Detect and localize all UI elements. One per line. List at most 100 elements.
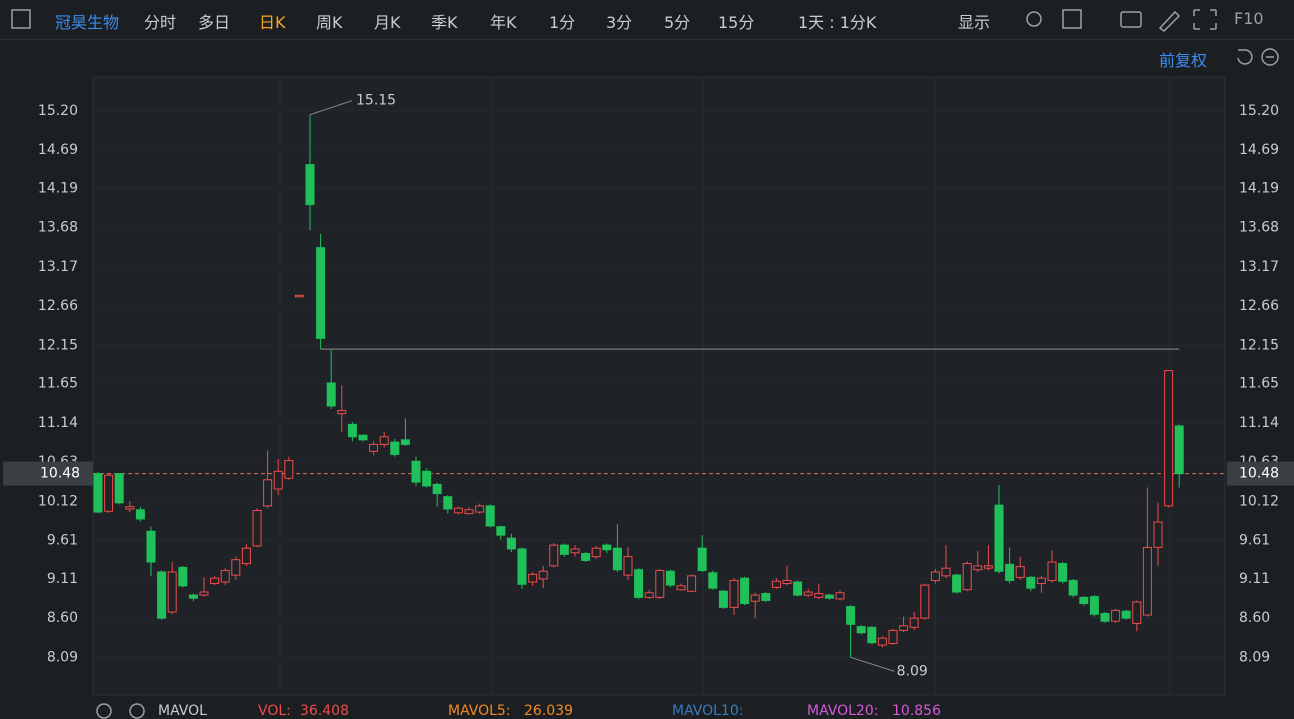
candle-body [93,473,103,513]
sidebar-icon[interactable] [11,9,31,29]
candle-body [591,547,601,558]
candle-body [952,574,962,593]
vol-label: VOL: [258,703,291,719]
y-tick-label: 12.15 [38,337,78,353]
high-annotation: 15.15 [356,93,396,109]
candle-body [920,584,930,619]
candle-body [740,577,750,605]
candle-body [909,617,919,628]
period-tab[interactable]: 季K [431,13,458,32]
y-tick-label-right: 13.17 [1239,259,1279,275]
camera-icon[interactable] [1120,11,1142,28]
indicator-name[interactable]: MAVOL [158,703,207,719]
plot: 15.20 15.20 14.69 14.69 14.19 14.19 13.68 13.68… [3,77,1294,695]
candle-body [390,441,400,455]
y-tick-label-right: 14.69 [1239,142,1279,158]
y-tick-label: 10.12 [38,493,78,509]
y-tick-label: 13.68 [38,220,78,236]
ma5-value: 26.039 [524,703,573,719]
candle-body [432,483,442,495]
candle-body [157,571,167,619]
y-tick-label-right: 8.60 [1239,610,1270,626]
candle-body [676,585,686,591]
candle-body [104,474,114,512]
candle-body [1026,576,1036,589]
annot-line [309,100,353,116]
y-tick-label: 8.09 [47,649,78,665]
bar-close-icon[interactable] [129,703,145,719]
candle-body [316,247,326,339]
period-select[interactable]: 1天 : 1分K [798,13,877,32]
candle-body [824,594,834,599]
bar-settings-icon[interactable] [96,703,112,719]
candle-body [210,577,220,585]
period-tab[interactable]: 多日 [198,13,231,32]
price-badge [1227,461,1294,486]
candle-body [135,509,145,520]
ma5-label: MAVOL5: [448,703,511,719]
period-tab[interactable]: 15分 [718,13,755,32]
candle-body [220,569,230,583]
candle-body [771,580,781,588]
undo-icon[interactable] [1237,49,1253,65]
candle-body [1058,563,1068,582]
candle-body [506,537,516,550]
candle-body [782,579,792,585]
period-tab[interactable]: 日K [259,13,286,32]
candle-body [294,294,304,298]
plot-area [92,76,1226,696]
y-tick-label-right: 12.66 [1239,298,1279,314]
period-tab[interactable]: 5分 [664,13,691,32]
candle-body [1132,601,1142,625]
candle-body [930,571,940,581]
period-tab[interactable]: 年K [490,13,517,32]
price-badge-label: 10.48 [1239,466,1279,482]
y-tick-label-right: 15.20 [1239,103,1279,119]
candle-body [1174,425,1184,475]
candle-body [188,594,198,599]
candle-body [1153,521,1163,548]
candle-body [687,575,697,592]
fullscreen-icon[interactable] [1193,9,1217,30]
candle-body [644,592,654,598]
candle-body [877,637,887,646]
y-tick-label-right: 8.09 [1239,649,1270,665]
annot-line [850,656,895,672]
candle-body [793,581,803,596]
candle-body [305,164,315,206]
candle-body [464,509,474,515]
y-tick-label: 9.61 [47,533,78,549]
candle-body [125,506,135,510]
period-tab[interactable]: 1分 [549,13,576,32]
candle-body [962,563,972,591]
box-icon[interactable] [1062,9,1082,29]
candle-body [1121,610,1131,619]
period-tab[interactable]: 3分 [606,13,633,32]
settings-icon[interactable] [1026,11,1042,27]
low-annotation: 8.09 [897,663,928,679]
period-tab[interactable]: 分时 [144,13,177,32]
stock-name[interactable]: 冠昊生物 [55,13,120,32]
f10-button[interactable]: F10 [1234,9,1264,28]
display-menu[interactable]: 显示 [958,13,991,32]
candle-body [1111,609,1121,622]
minus-icon[interactable] [1261,48,1279,66]
candle-body [199,591,209,596]
y-tick-label-right: 11.65 [1239,376,1279,392]
candle-body [623,556,633,576]
candle-body [973,565,983,571]
y-tick-label-right: 12.15 [1239,337,1279,353]
period-tab[interactable]: 月K [374,13,401,32]
adjust-mode[interactable]: 前复权 [1159,51,1208,70]
y-tick-label: 15.20 [38,103,78,119]
candle-body [1164,370,1174,507]
candle-body [729,579,739,608]
ma20-value: 10.856 [892,703,941,719]
price-badge [3,461,93,486]
candle-body [443,496,453,510]
candle-body [369,443,379,452]
period-tab[interactable]: 周K [316,13,343,32]
ma10-label: MAVOL10: [672,703,744,719]
pen-icon[interactable] [1158,10,1181,32]
